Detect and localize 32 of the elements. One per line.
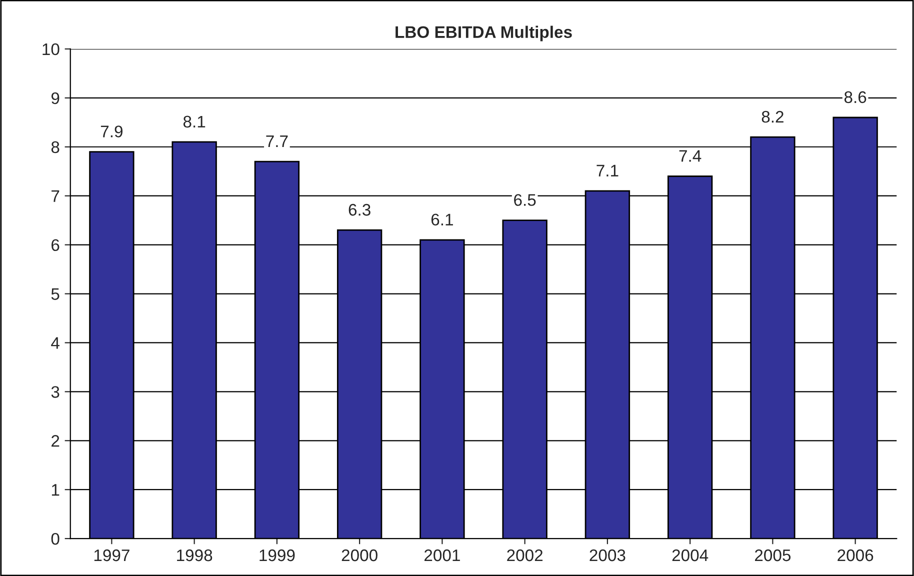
x-tick-label: 2000 xyxy=(342,549,378,562)
y-tick-label: 0 xyxy=(51,532,60,545)
x-tick-label: 2001 xyxy=(424,549,460,562)
x-tick-label: 2005 xyxy=(755,549,791,562)
data-label: 7.4 xyxy=(679,150,702,162)
x-tick-label: 2003 xyxy=(590,549,626,562)
data-label: 6.3 xyxy=(348,204,370,216)
x-tick-label: 2002 xyxy=(507,549,543,562)
data-label: 8.1 xyxy=(183,116,206,128)
y-tick-label: 1 xyxy=(52,484,60,496)
data-label: 8.6 xyxy=(844,91,866,104)
y-tick-label: 7 xyxy=(52,190,60,202)
x-tick-label: 1999 xyxy=(260,549,295,562)
y-tick-label: 8 xyxy=(51,141,60,154)
y-tick-label: 2 xyxy=(52,435,60,447)
data-label: 7.1 xyxy=(596,164,618,176)
y-tick-label: 3 xyxy=(51,386,60,398)
y-tick-label: 5 xyxy=(51,288,60,300)
y-tick-label: 10 xyxy=(42,43,60,56)
y-tick-label: 4 xyxy=(51,337,60,349)
x-tick-label: 2006 xyxy=(838,549,874,562)
data-label: 8.2 xyxy=(762,110,784,123)
y-tick-label: 6 xyxy=(52,239,60,252)
y-tick-label: 9 xyxy=(51,92,60,104)
x-tick-label: 1998 xyxy=(177,549,212,562)
x-tick-label: 2004 xyxy=(672,549,708,562)
data-label: 6.5 xyxy=(514,194,536,206)
data-label: 7.9 xyxy=(100,126,122,138)
x-tick-label: 1997 xyxy=(94,549,130,562)
data-label: 7.7 xyxy=(266,136,288,147)
chart-title: LBO EBITDA Multiples xyxy=(396,26,572,42)
data-label: 6.1 xyxy=(431,214,453,226)
